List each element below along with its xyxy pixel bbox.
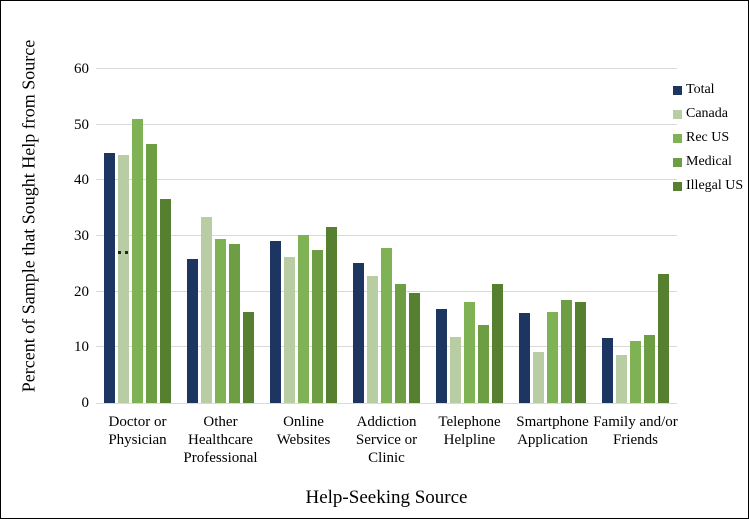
bar-canada-group-4	[367, 276, 378, 403]
x-category-label-5: Telephone Helpline	[438, 414, 501, 448]
legend-item-illegal-us: Illegal US	[673, 178, 743, 194]
bar-illegal-us-group-2	[243, 311, 254, 403]
bar-rec-us-group-5	[464, 302, 475, 403]
bar-rec-us-group-1	[132, 119, 143, 403]
legend-label: Total	[686, 82, 715, 97]
bar-rec-us-group-3	[298, 235, 309, 403]
gridline-y-30	[96, 235, 677, 236]
bar-canada-group-3	[284, 256, 295, 403]
bar-total-group-5	[436, 308, 447, 403]
bar-medical-group-5	[478, 324, 489, 403]
bar-group-2	[179, 69, 262, 403]
x-axis-category-labels: Doctor or Physician Other Healthcare Prof…	[96, 413, 677, 467]
x-category-label-6: Smartphone Application	[516, 414, 589, 448]
bar-illegal-us-group-7	[658, 273, 669, 403]
legend-swatch-icon	[673, 85, 682, 95]
bar-canada-group-6	[533, 351, 544, 403]
bar-medical-group-7	[644, 334, 655, 403]
y-tick-label-30: 30	[74, 228, 89, 244]
legend-item-total: Total	[673, 82, 743, 98]
bar-rec-us-group-6	[547, 311, 558, 403]
marker-dot	[124, 250, 128, 254]
bar-rec-us-group-7	[630, 341, 641, 403]
legend-item-rec-us: Rec US	[673, 130, 743, 146]
y-tick-label-20: 20	[74, 283, 89, 300]
y-tick-label-0: 0	[81, 395, 90, 411]
bar-rec-us-group-4	[381, 248, 392, 403]
plot-area	[96, 68, 677, 404]
bar-total-group-2	[187, 259, 198, 403]
bar-illegal-us-group-3	[326, 227, 337, 403]
x-axis-title: Help-Seeking Source	[305, 487, 468, 508]
gridline-y-0	[96, 403, 677, 404]
legend-swatch-icon	[673, 109, 682, 119]
bar-canada-group-5	[450, 337, 461, 403]
bar-medical-group-1	[146, 143, 157, 403]
marker-dot	[117, 250, 121, 254]
bar-total-group-4	[353, 262, 364, 403]
x-category-label-1: Doctor or Physician	[108, 414, 167, 448]
y-tick-label-10: 10	[74, 339, 89, 356]
legend-item-canada: Canada	[673, 106, 743, 122]
x-category-label-2: Other Healthcare Professional	[183, 414, 258, 466]
y-axis-title: Percent of Sample that Sought Help from …	[18, 39, 39, 393]
bar-group-6	[511, 69, 594, 403]
gridline-y-50	[96, 123, 677, 125]
legend-label: Medical	[686, 154, 732, 169]
bar-canada-group-1	[118, 154, 129, 403]
bar-medical-group-3	[312, 249, 323, 403]
legend-item-medical: Medical	[673, 154, 743, 170]
significance-marker	[117, 250, 128, 254]
bar-group-5	[428, 69, 511, 403]
bar-illegal-us-group-6	[575, 302, 586, 403]
gridline-y-40	[96, 179, 677, 181]
bar-canada-group-2	[201, 217, 212, 403]
bar-illegal-us-group-4	[409, 293, 420, 403]
y-tick-label-60: 60	[74, 61, 89, 77]
y-axis-tick-labels: 0 10 20 30 40 50 60	[41, 1, 90, 518]
bar-group-3	[262, 69, 345, 403]
legend-label: Rec US	[686, 130, 730, 145]
bar-group-1	[96, 69, 179, 403]
legend-swatch-icon	[673, 133, 682, 143]
legend-swatch-icon	[673, 157, 682, 167]
y-tick-label-50: 50	[74, 116, 89, 133]
gridline-y-60	[96, 68, 677, 69]
bar-medical-group-4	[395, 284, 406, 403]
legend-label: Illegal US	[686, 178, 744, 193]
bar-group-4	[345, 69, 428, 403]
x-category-label-4: Addiction Service or Clinic	[355, 414, 418, 466]
bar-total-group-7	[602, 337, 613, 403]
y-tick-label-40: 40	[74, 172, 89, 189]
bar-medical-group-2	[229, 244, 240, 403]
x-category-label-7: Family and/or Friends	[593, 414, 678, 448]
bar-medical-group-6	[561, 300, 572, 403]
bar-illegal-us-group-1	[160, 199, 171, 403]
bar-group-7	[594, 69, 677, 403]
bar-total-group-6	[519, 313, 530, 403]
bar-canada-group-7	[616, 354, 627, 403]
bar-illegal-us-group-5	[492, 283, 503, 403]
x-category-label-3: Online Websites	[276, 414, 331, 448]
legend: Total Canada Rec US Medical Illegal US	[673, 82, 743, 202]
legend-label: Canada	[686, 106, 728, 121]
legend-swatch-icon	[673, 181, 682, 191]
bar-total-group-1	[104, 152, 115, 403]
bar-total-group-3	[270, 241, 281, 403]
bar-rec-us-group-2	[215, 239, 226, 403]
